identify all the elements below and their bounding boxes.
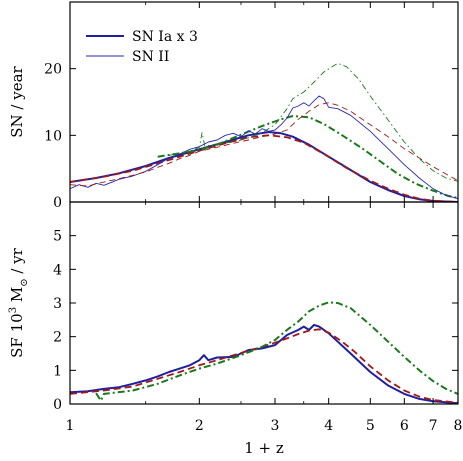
series-line-sn-ii (70, 95, 458, 200)
x-tick-label: 7 (429, 418, 438, 434)
series-line-dashdot-thick-2 (157, 115, 458, 199)
x-tick-label: 4 (324, 418, 333, 434)
x-axis-label: 1 + z (244, 439, 284, 457)
y-tick-label: 1 (53, 363, 62, 379)
y-axis-label: SN / year (8, 65, 26, 137)
series-line-dashdot-thin-5 (168, 62, 458, 182)
y-tick-label: 0 (53, 397, 62, 413)
top-panel: 0 10 20 SN / year SN Ia x 3 SN II (8, 1, 459, 211)
x-tick-label: 6 (400, 418, 409, 434)
series-line-dashed-thick-1 (70, 134, 458, 202)
series-line-dashdot-thick-2 (95, 301, 458, 402)
y-tick-label: 5 (53, 229, 62, 245)
x-tick-label: 8 (454, 418, 463, 434)
legend-label: SN II (132, 49, 169, 65)
x-tick-label: 2 (195, 418, 204, 434)
y-tick-label: 4 (53, 262, 62, 278)
y-tick-label: 2 (53, 330, 62, 346)
series-line-solid-thick-0 (70, 323, 458, 404)
y-axis-label: SF 103 M⊙ / yr (8, 247, 30, 358)
x-tick-label: 3 (271, 418, 280, 434)
y-tick-label: 10 (44, 128, 62, 144)
y-tick-label: 20 (44, 62, 62, 78)
x-tick-label: 5 (366, 418, 375, 434)
legend-label: SN Ia x 3 (132, 29, 198, 45)
y-tick-label: 0 (53, 195, 62, 211)
x-tick-label: 1 (66, 418, 75, 434)
plot-frame (69, 201, 459, 405)
y-tick-label: 3 (53, 296, 62, 312)
series-line-dashed-thin-4 (70, 102, 458, 187)
series-line-sn-ia-x-3 (70, 131, 458, 202)
